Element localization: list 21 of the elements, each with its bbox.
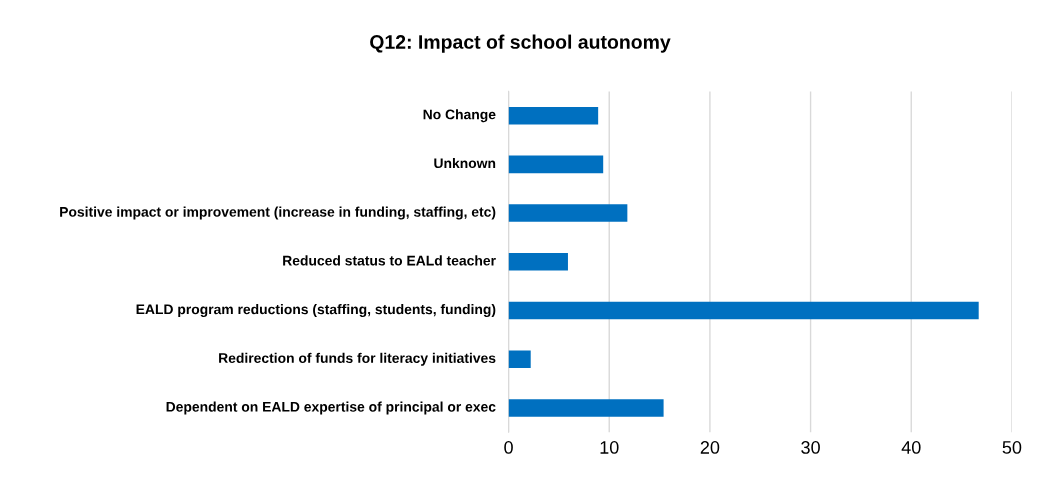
y-tick-label: Redirection of funds for literacy initiatives (219, 352, 496, 366)
chart-title: Q12: Impact of school autonomy (370, 34, 671, 53)
x-tick-label: 50 (1002, 441, 1022, 454)
bar (508, 350, 531, 369)
y-tick-label: EALD program reductions (staffing, students, funding) (136, 304, 496, 318)
y-tick-label: No Change (423, 109, 496, 123)
x-tick-label: 20 (700, 441, 720, 454)
bar (508, 204, 628, 222)
bar (508, 399, 664, 417)
y-tick-label: Reduced status to EALd teacher (283, 255, 496, 266)
y-tick-label: Dependent on EALD expertise of principal or exec (166, 401, 496, 415)
bar (508, 253, 568, 271)
bar (508, 155, 604, 174)
x-tick-label: 0 (504, 441, 513, 454)
x-tick-label: 40 (901, 441, 921, 454)
y-tick-label: Positive impact or improvement (increase in funding, staffing, etc) (60, 206, 496, 220)
x-tick-label: 10 (600, 441, 619, 454)
bar (508, 106, 599, 125)
bar (508, 301, 979, 320)
x-tick-label: 30 (801, 441, 820, 454)
y-tick-label: Unknown (434, 157, 496, 169)
